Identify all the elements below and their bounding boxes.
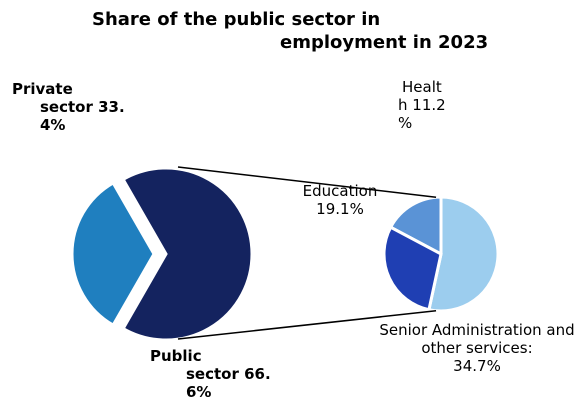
public-sector-label-line-1: Public: [150, 347, 202, 365]
senior-administration-label-line-2: other services:: [421, 339, 533, 357]
connector-line-bottom: [177, 310, 437, 340]
senior-administration-label-line-1: Senior Administration and: [379, 321, 575, 339]
chart-title-line-1: Share of the public sector in: [92, 9, 381, 30]
private-sector-label-line-1: Private: [12, 80, 73, 98]
health-label-line-2: h 11.2: [398, 96, 446, 114]
health-label-line-1: Healt: [402, 78, 442, 96]
senior-administration-label: Senior Administration and other services…: [372, 321, 582, 375]
senior-administration-label-line-3: 34.7%: [453, 357, 501, 375]
sub-pie-slice-senior-administration-and-other-services: [427, 195, 500, 313]
chart-title-line-2: employment in 2023: [280, 32, 489, 53]
main-pie-slice-public-sector: [121, 166, 254, 342]
sub-pie-slice-education: [382, 225, 443, 312]
private-sector-label-line-2: sector 33.: [40, 98, 125, 116]
private-sector-label-line-3: 4%: [40, 116, 66, 134]
public-sector-label-line-3: 6%: [186, 383, 212, 401]
public-sector-label-line-2: sector 66.: [186, 365, 271, 383]
health-label: Healt h 11.2 %: [398, 78, 446, 132]
education-label-line-2: 19.1%: [316, 200, 364, 218]
public-sector-label: Public sector 66. 6%: [150, 347, 271, 401]
sub-pie-slice-health: [388, 195, 443, 257]
connector-line-top: [177, 166, 437, 198]
main-pie-slice-private-sector: [70, 180, 156, 328]
education-label-line-1: Education: [302, 182, 378, 200]
private-sector-label: Private sector 33. 4%: [12, 80, 125, 134]
health-label-line-3: %: [398, 114, 413, 132]
education-label: Education 19.1%: [298, 182, 382, 218]
chart-title: Share of the public sector in employment…: [80, 8, 520, 54]
